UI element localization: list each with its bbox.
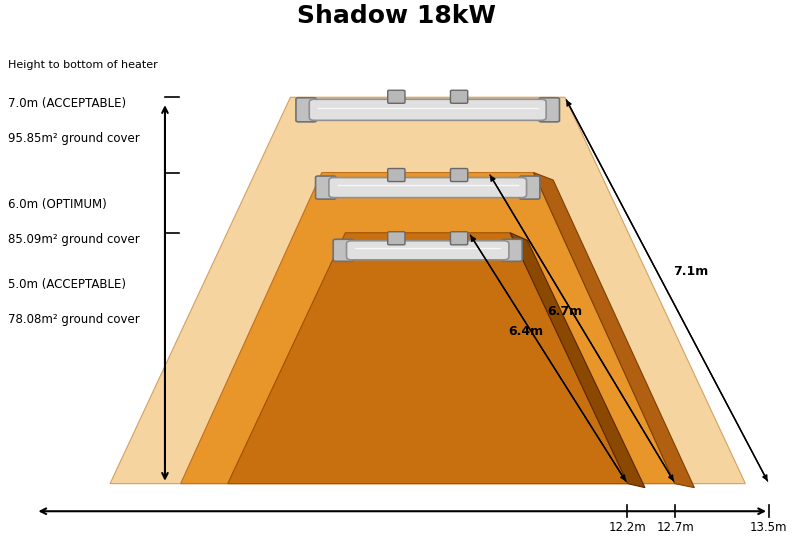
Text: 7.1m: 7.1m (673, 265, 708, 278)
FancyBboxPatch shape (310, 99, 546, 121)
Text: 78.08m² ground cover: 78.08m² ground cover (8, 313, 140, 326)
Polygon shape (533, 173, 694, 488)
Polygon shape (181, 173, 675, 484)
Text: 85.09m² ground cover: 85.09m² ground cover (8, 233, 140, 246)
FancyBboxPatch shape (315, 176, 336, 199)
FancyBboxPatch shape (388, 232, 405, 245)
FancyBboxPatch shape (539, 98, 560, 122)
Text: 5.0m (ACCEPTABLE): 5.0m (ACCEPTABLE) (8, 278, 126, 291)
Text: 6.4m: 6.4m (508, 325, 544, 338)
Polygon shape (228, 233, 628, 484)
Text: 7.0m (ACCEPTABLE): 7.0m (ACCEPTABLE) (8, 97, 127, 110)
Polygon shape (510, 233, 645, 488)
FancyBboxPatch shape (501, 239, 522, 261)
Title: Shadow 18kW: Shadow 18kW (297, 4, 496, 28)
FancyBboxPatch shape (451, 168, 468, 181)
Text: 13.5m: 13.5m (750, 521, 788, 534)
Polygon shape (110, 97, 745, 484)
Text: 6.0m (OPTIMUM): 6.0m (OPTIMUM) (8, 198, 107, 211)
Text: 6.7m: 6.7m (548, 305, 583, 318)
Text: 95.85m² ground cover: 95.85m² ground cover (8, 132, 140, 146)
Text: Height to bottom of heater: Height to bottom of heater (8, 60, 158, 70)
FancyBboxPatch shape (451, 90, 468, 103)
FancyBboxPatch shape (329, 178, 526, 198)
FancyBboxPatch shape (520, 176, 540, 199)
FancyBboxPatch shape (388, 90, 405, 103)
FancyBboxPatch shape (346, 241, 509, 260)
FancyBboxPatch shape (451, 232, 468, 245)
Text: 12.2m: 12.2m (608, 521, 646, 534)
Text: 12.7m: 12.7m (656, 521, 694, 534)
FancyBboxPatch shape (334, 239, 353, 261)
FancyBboxPatch shape (388, 168, 405, 181)
FancyBboxPatch shape (296, 98, 316, 122)
